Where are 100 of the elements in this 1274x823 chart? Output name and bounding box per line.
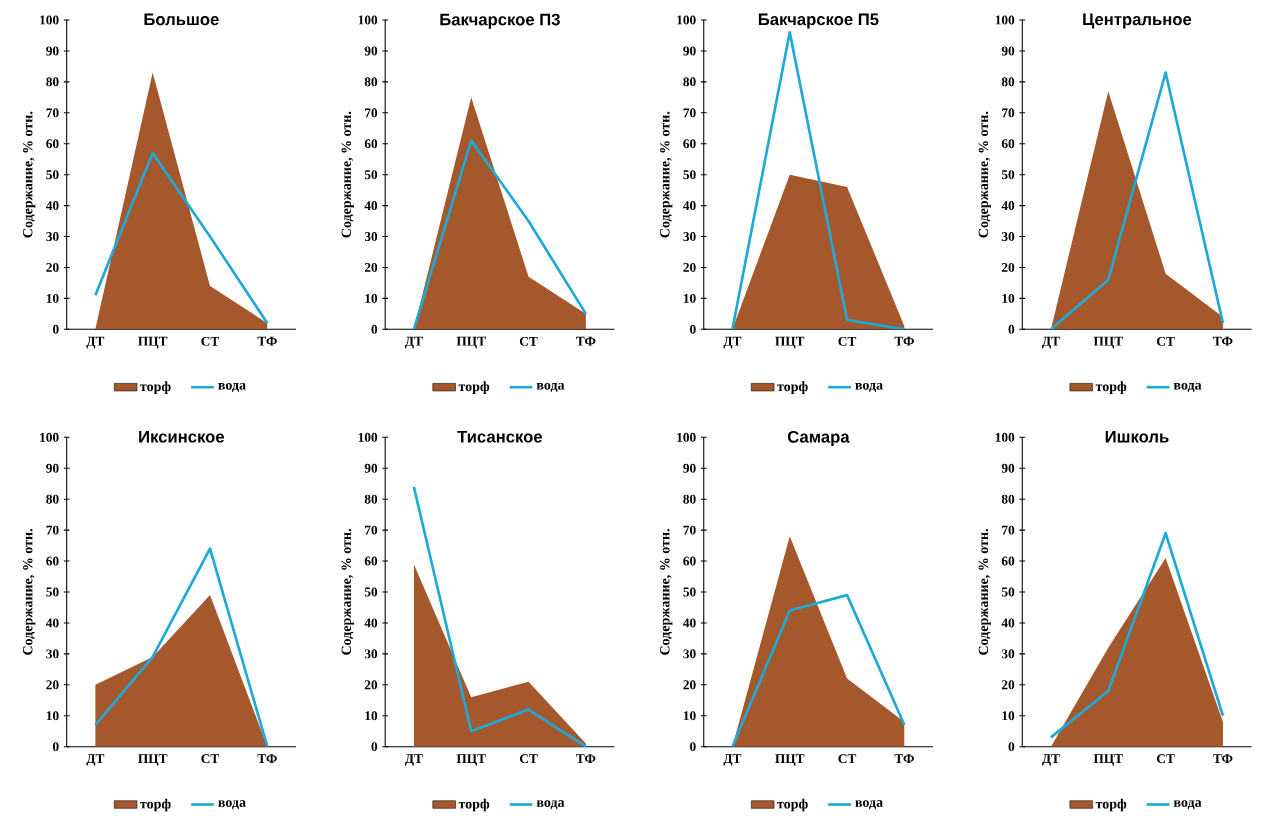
y-tick-label: 100	[358, 432, 378, 442]
y-tick-label: 30	[46, 649, 59, 659]
y-tick-label: 60	[46, 139, 59, 149]
y-tick-label: 0	[690, 742, 696, 752]
x-tick-label: ПЦТ	[138, 336, 168, 349]
y-tick-label: 40	[364, 618, 378, 628]
y-tick-label: 80	[683, 77, 696, 87]
y-tick-label: 100	[995, 432, 1015, 442]
y-tick-label: 40	[45, 618, 59, 628]
x-tick-label: ТФ	[257, 754, 277, 763]
y-tick-label: 10	[46, 711, 59, 721]
legend-label: вода	[855, 800, 883, 810]
y-tick-label: 40	[1001, 201, 1015, 211]
y-axis-title: Содержание, % отн.	[660, 111, 673, 238]
y-tick-label: 30	[1001, 649, 1015, 659]
x-tick-label: ПЦТ	[1093, 336, 1123, 349]
y-tick-label: 60	[683, 139, 696, 149]
y-tick-label: 10	[46, 293, 59, 303]
y-tick-label: 80	[683, 494, 696, 504]
legend-label: торф	[777, 381, 808, 395]
y-tick-label: 70	[365, 525, 378, 535]
x-tick-label: ПЦТ	[775, 336, 805, 349]
legend-label: вода	[536, 382, 565, 392]
y-tick-label: 70	[683, 108, 696, 118]
y-tick-label: 60	[1001, 139, 1015, 149]
y-tick-label: 50	[364, 170, 378, 180]
legend-label: торф	[140, 381, 171, 395]
y-tick-label: 10	[683, 711, 696, 721]
y-axis-title: Содержание, % отн.	[23, 111, 36, 238]
y-tick-label: 30	[683, 649, 696, 659]
y-axis-title: Содержание, % отн.	[341, 111, 354, 238]
x-tick-label: ТФ	[576, 336, 596, 346]
y-tick-label: 0	[1008, 742, 1015, 752]
legend-label: вода	[1173, 382, 1202, 392]
y-tick-label: 30	[364, 649, 378, 659]
y-tick-label: 20	[1001, 680, 1015, 690]
x-tick-label: СТ	[201, 754, 220, 764]
legend-label: торф	[1095, 381, 1127, 395]
y-tick-label: 60	[364, 139, 378, 149]
y-tick-label: 40	[683, 201, 696, 211]
y-tick-label: 70	[1002, 108, 1015, 118]
y-tick-label: 10	[683, 293, 696, 303]
y-tick-label: 50	[46, 170, 59, 180]
x-tick-label: ДТ	[1041, 754, 1060, 766]
x-tick-label: СТ	[1156, 754, 1175, 764]
y-tick-label: 0	[1008, 324, 1015, 334]
line-series	[94, 151, 269, 325]
y-tick-label: 20	[364, 680, 378, 690]
y-tick-label: 10	[365, 293, 378, 303]
x-tick-label: СТ	[838, 754, 857, 764]
line-series	[412, 139, 588, 330]
y-tick-label: 0	[371, 742, 378, 752]
y-tick-label: 70	[1002, 525, 1015, 535]
y-tick-label: 70	[365, 108, 378, 118]
x-tick-label: ПЦТ	[138, 754, 168, 766]
y-axis-title: Содержание, % отн.	[660, 529, 673, 655]
y-tick-label: 80	[364, 77, 378, 87]
y-tick-label: 20	[1001, 262, 1015, 272]
y-tick-label: 100	[358, 15, 378, 25]
y-tick-label: 20	[364, 262, 378, 272]
chart-title: Бакчарское П5	[758, 13, 879, 29]
y-tick-label: 80	[1001, 494, 1015, 504]
y-axis-title: Содержание, % отн.	[978, 529, 991, 655]
y-tick-label: 50	[1001, 170, 1015, 180]
y-tick-label: 80	[364, 494, 378, 504]
y-tick-label: 100	[40, 15, 59, 25]
chart-title: Самара	[787, 430, 850, 447]
y-tick-label: 50	[46, 587, 59, 597]
line-series	[1049, 531, 1225, 739]
x-tick-label: ПЦТ	[775, 754, 805, 766]
x-tick-label: ДТ	[404, 754, 423, 766]
y-tick-label: 20	[46, 262, 59, 272]
x-tick-label: СТ	[1156, 336, 1175, 346]
legend-label: торф	[140, 798, 171, 812]
y-tick-label: 90	[1001, 46, 1015, 56]
line-series	[94, 547, 269, 747]
y-tick-label: 50	[683, 170, 696, 180]
x-tick-label: ПЦТ	[1093, 754, 1123, 766]
line-series	[412, 485, 588, 747]
y-tick-label: 60	[683, 556, 696, 566]
y-tick-label: 100	[40, 432, 59, 442]
y-tick-label: 30	[1001, 232, 1015, 242]
x-tick-label: ДТ	[1041, 336, 1060, 349]
chart-title: Центральное	[1083, 13, 1192, 29]
chart-title: Ишколь	[1105, 430, 1169, 443]
y-tick-label: 0	[52, 742, 59, 752]
x-tick-label: ДТ	[404, 336, 423, 349]
y-tick-label: 30	[683, 232, 696, 242]
y-tick-label: 100	[677, 432, 696, 442]
y-tick-label: 50	[1001, 587, 1015, 597]
chart-title: Большое	[144, 13, 219, 26]
y-tick-label: 60	[1001, 556, 1015, 566]
y-tick-label: 70	[46, 108, 59, 118]
y-axis-title: Содержание, % отн.	[23, 529, 36, 655]
legend-label: вода	[218, 382, 246, 392]
y-tick-label: 0	[52, 324, 59, 334]
legend-label: торф	[458, 798, 490, 812]
y-tick-label: 70	[683, 525, 696, 535]
x-tick-label: ДТ	[723, 336, 742, 349]
y-tick-label: 90	[364, 463, 378, 473]
